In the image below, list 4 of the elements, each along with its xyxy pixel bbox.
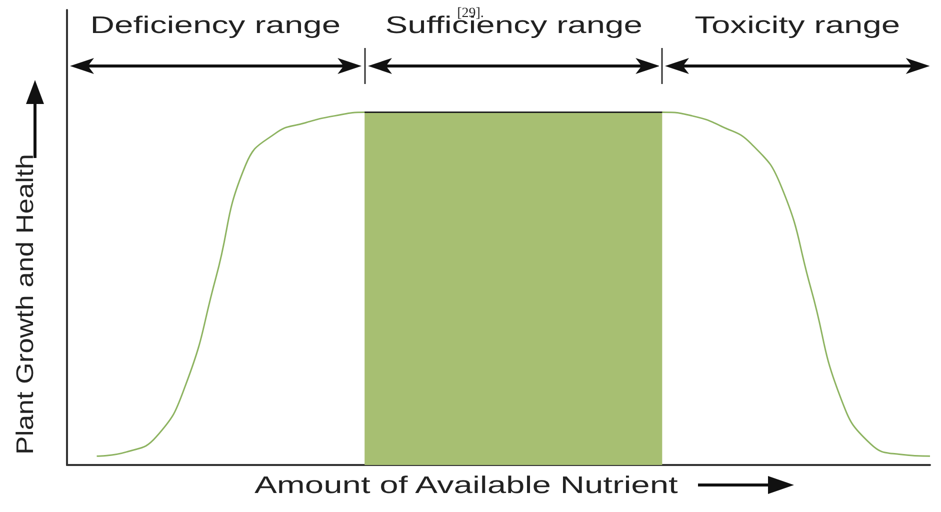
y-axis-title: Plant Growth and Health: [12, 154, 40, 455]
text: Deficiency range: [90, 12, 341, 40]
text: Toxicity range: [694, 12, 900, 40]
x-axis-title: Amount of Available Nutrient: [254, 472, 678, 500]
